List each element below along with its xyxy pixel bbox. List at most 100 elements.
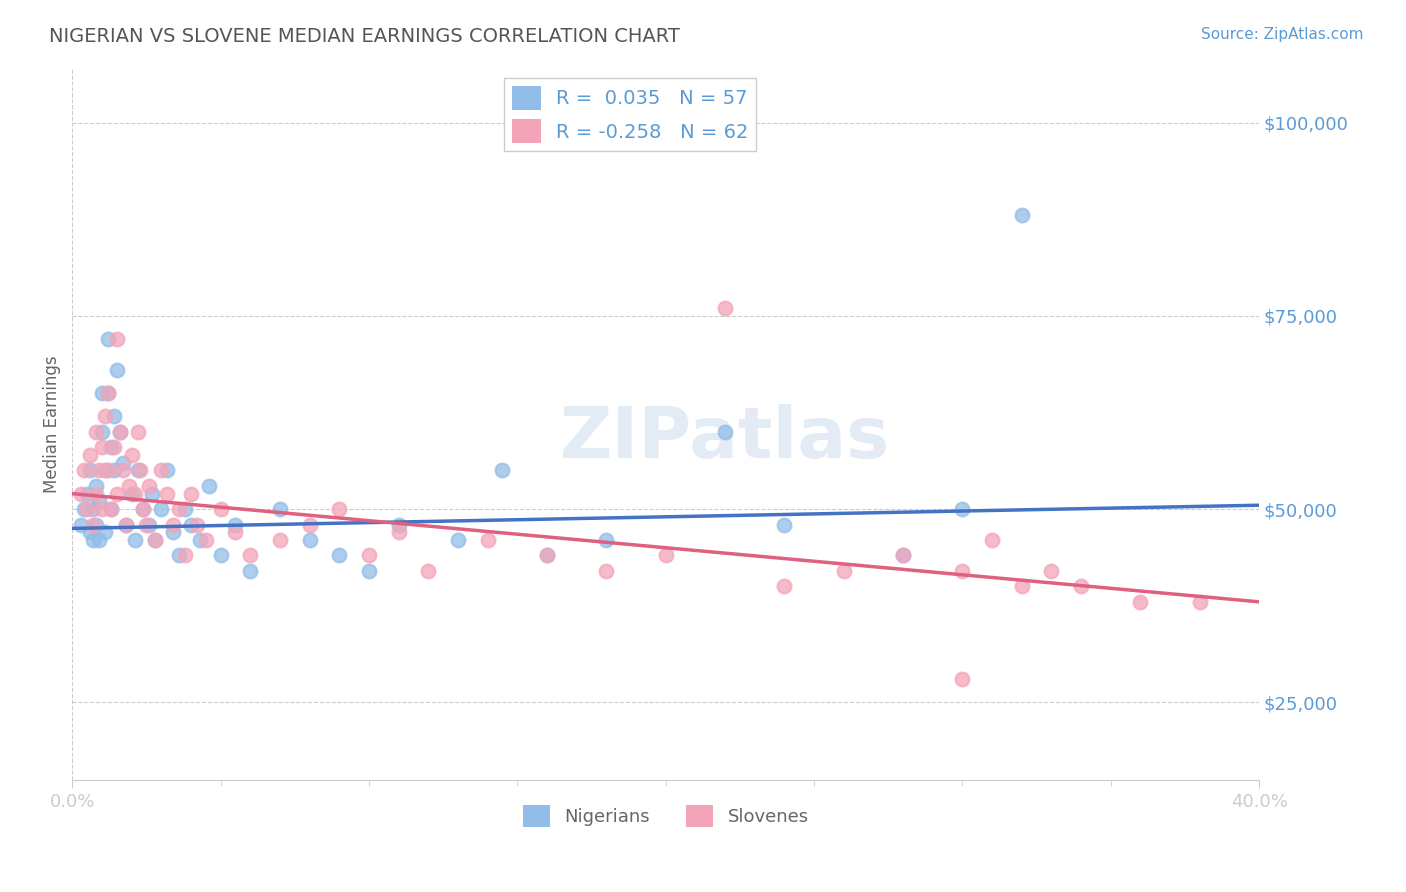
Point [1011,579,1033,593]
Point [90,440,112,454]
Point [82,502,104,516]
Point [87,463,110,477]
Point [111,456,134,470]
Point [224,525,246,540]
Point [1129,595,1152,609]
Point [82,533,104,547]
Point [156,463,179,477]
Point [162,517,184,532]
Point [94,525,117,540]
Text: ZIPatlas: ZIPatlas [560,404,890,473]
Point [143,533,166,547]
Point [84,486,107,500]
Point [73,502,96,516]
Point [73,463,96,477]
Point [103,440,125,454]
Point [138,517,160,532]
Point [239,549,262,563]
Point [156,486,179,500]
Point [97,463,120,477]
Point [84,425,107,439]
Point [94,409,117,424]
Point [114,517,136,532]
Point [269,502,291,516]
Point [90,425,112,439]
Point [167,549,190,563]
Point [132,502,155,516]
Point [97,332,120,346]
Point [143,533,166,547]
Point [714,301,737,315]
Point [79,448,101,462]
Point [950,564,973,578]
Point [188,533,211,547]
Point [194,533,217,547]
Point [103,463,125,477]
Point [773,517,796,532]
Point [981,533,1004,547]
Point [121,448,143,462]
Point [1070,579,1092,593]
Point [124,486,146,500]
Point [105,486,128,500]
Point [418,564,440,578]
Point [84,479,107,493]
Point [103,409,125,424]
Point [114,517,136,532]
Point [174,549,197,563]
Point [209,502,232,516]
Point [269,533,291,547]
Point [84,517,107,532]
Point [595,564,617,578]
Point [186,517,208,532]
Point [891,549,914,563]
Point [79,463,101,477]
Point [150,463,173,477]
Point [832,564,855,578]
Point [167,502,190,516]
Point [654,549,676,563]
Point [209,549,232,563]
Point [121,486,143,500]
Point [1040,564,1063,578]
Point [1011,208,1033,222]
Point [773,579,796,593]
Point [328,549,350,563]
Point [298,517,321,532]
Point [132,502,155,516]
Point [124,533,146,547]
Point [357,564,380,578]
Point [388,525,411,540]
Point [714,425,737,439]
Point [162,525,184,540]
Point [141,486,163,500]
Point [70,486,93,500]
Point [477,533,499,547]
Point [328,502,350,516]
Point [950,672,973,686]
Point [127,425,149,439]
Point [97,386,120,401]
Point [87,533,110,547]
Point [129,463,152,477]
Point [111,463,134,477]
Point [100,502,122,516]
Point [595,533,617,547]
Point [105,363,128,377]
Point [150,502,173,516]
Point [94,463,117,477]
Point [239,564,262,578]
Point [76,486,98,500]
Point [357,549,380,563]
Point [76,502,98,516]
Point [87,494,110,508]
Point [100,440,122,454]
Point [180,486,202,500]
Point [536,549,558,563]
Point [138,479,160,493]
Point [1188,595,1211,609]
Y-axis label: Median Earnings: Median Earnings [44,355,60,493]
Point [197,479,219,493]
Point [127,463,149,477]
Point [447,533,470,547]
